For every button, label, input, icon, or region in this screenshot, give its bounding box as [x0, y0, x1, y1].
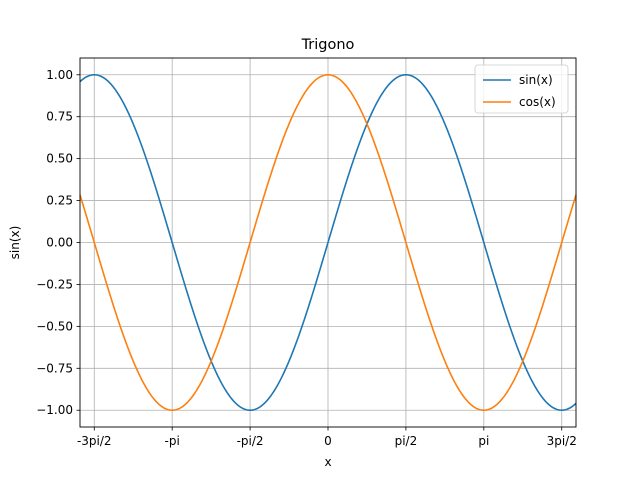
y-tick-label: 0.00: [46, 236, 73, 250]
y-tick-label: −0.50: [36, 319, 73, 333]
x-tick-label: 3pi/2: [547, 434, 577, 448]
x-tick-label: pi: [478, 434, 489, 448]
x-tick-label: -3pi/2: [77, 434, 112, 448]
y-axis-label: sin(x): [8, 226, 22, 260]
series-group: [79, 73, 577, 412]
legend: sin(x) cos(x): [474, 64, 569, 114]
chart-title: Trigono: [301, 37, 355, 53]
legend-label: cos(x): [519, 95, 556, 109]
y-tick-label: 0.75: [46, 110, 73, 124]
y-tick-label: −0.75: [36, 361, 73, 375]
x-tick-label: -pi: [165, 434, 180, 448]
y-tick-label: 0.25: [46, 194, 73, 208]
x-axis-label: x: [324, 455, 331, 469]
series-line-cosx: [79, 73, 577, 412]
grid: [80, 58, 576, 427]
legend-box: [474, 64, 569, 114]
y-tick-label: 1.00: [46, 68, 73, 82]
y-tick-label: 0.50: [46, 152, 73, 166]
x-tick-label: pi/2: [395, 434, 418, 448]
x-tick-label: -pi/2: [237, 434, 264, 448]
y-tick-label: −1.00: [36, 403, 73, 417]
ticks: -3pi/2 -pi -pi/2 0 pi/2 pi 3pi/2 1.00 0.75 0.50 0.…: [36, 68, 577, 448]
legend-label: sin(x): [519, 73, 553, 87]
series-line-sinx: [79, 73, 577, 412]
y-tick-label: −0.25: [36, 277, 73, 291]
x-tick-label: 0: [324, 434, 332, 448]
